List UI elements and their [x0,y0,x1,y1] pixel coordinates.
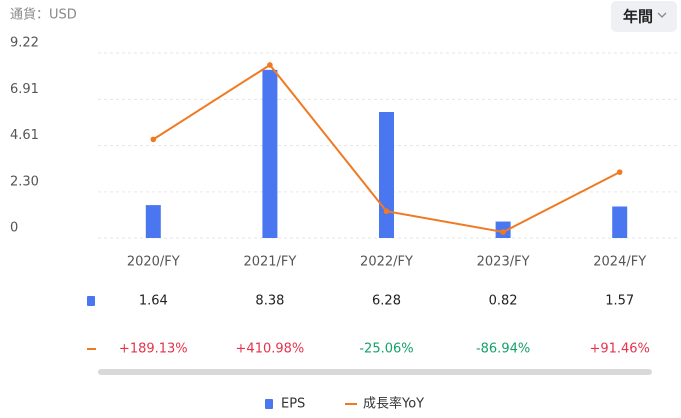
x-tick-label: 2023/FY [477,255,530,270]
table-value: 1.64 [139,294,168,309]
y-tick-label: 2.30 [10,174,39,189]
period-button-label[interactable]: 年間 [623,8,653,26]
y-tick-label: 4.61 [10,128,39,143]
bar [262,69,278,238]
bar [145,205,161,238]
table-value: 1.57 [605,294,634,309]
table-value: -25.06% [359,342,413,357]
table-value: +189.13% [119,342,188,357]
period-button[interactable]: 年間 [611,1,677,32]
y-tick-label: 0 [10,221,18,236]
table-value: +91.46% [589,342,649,357]
legend-label: 成長率YoY [363,396,424,412]
x-tick-label: 2020/FY [127,255,180,270]
table-value: -86.94% [476,342,530,357]
table-value: 8.38 [255,294,284,309]
legend-label: EPS [281,397,305,412]
line-point [150,136,157,143]
y-tick-label: 6.91 [10,82,39,97]
currency-label: 通貨：USD [10,7,77,23]
y-tick-label: 9.22 [10,36,39,51]
table-value: 6.28 [372,294,401,309]
line-point [383,208,390,215]
scrollbar[interactable] [98,369,652,375]
x-tick-label: 2022/FY [360,255,413,270]
line-point [616,169,623,175]
table-value: 0.82 [489,294,518,309]
legend-swatch [265,399,273,409]
line-point [267,62,273,68]
x-tick-label: 2024/FY [593,255,646,270]
bar [379,111,394,238]
chevron[interactable] [657,12,667,18]
table-value: +410.98% [236,342,305,357]
row-icon [87,296,95,306]
x-tick-label: 2021/FY [243,255,296,270]
line-point [500,229,506,235]
bar [612,206,628,238]
period-button-bg[interactable] [611,1,677,32]
